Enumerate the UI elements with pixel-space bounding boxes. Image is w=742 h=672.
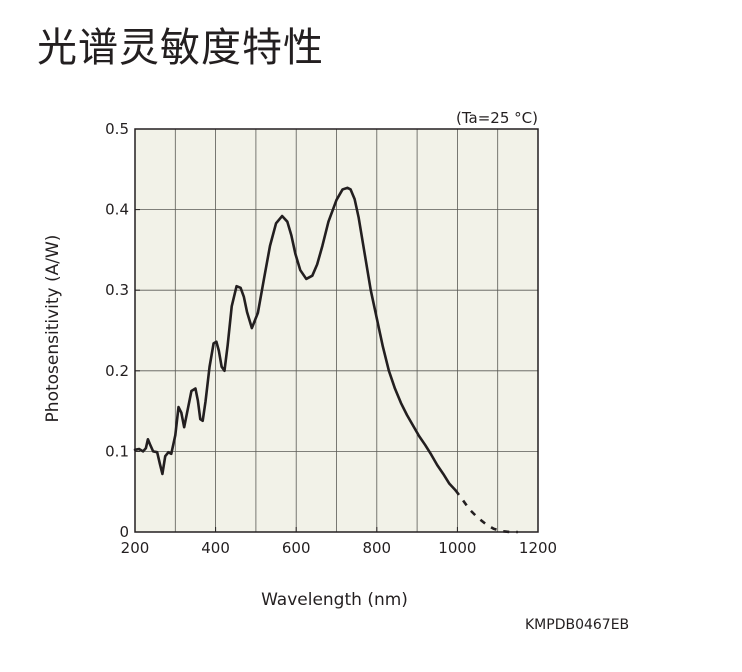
y-tick-label: 0.5 <box>105 120 129 138</box>
page-title: 光谱灵敏度特性 <box>37 25 324 71</box>
figure-code: KMPDB0467EB <box>525 617 630 633</box>
x-tick-label: 200 <box>121 539 150 557</box>
x-tick-label: 800 <box>362 539 391 557</box>
y-axis-label: Photosensitivity (A/W) <box>43 235 63 423</box>
y-tick-label: 0 <box>119 523 129 541</box>
y-tick-label: 0.4 <box>105 201 129 219</box>
x-tick-label: 400 <box>201 539 230 557</box>
condition-label: (Ta=25 °C) <box>456 109 538 127</box>
series-line-solid <box>133 186 457 492</box>
x-axis-label: Wavelength (nm) <box>261 590 408 610</box>
y-tick-label: 0.1 <box>105 442 129 460</box>
y-tick-label: 0.3 <box>105 281 129 299</box>
x-tick-label: 1200 <box>519 539 557 557</box>
axis-ticks: 200 400 600 800 1000 1200 0 0.1 0.2 0.3 0.4 0.5 <box>105 120 557 557</box>
x-tick-label: 1000 <box>438 539 476 557</box>
x-tick-label: 600 <box>282 539 311 557</box>
grid <box>135 129 538 532</box>
plot-frame <box>134 128 539 533</box>
y-tick-label: 0.2 <box>105 362 129 380</box>
